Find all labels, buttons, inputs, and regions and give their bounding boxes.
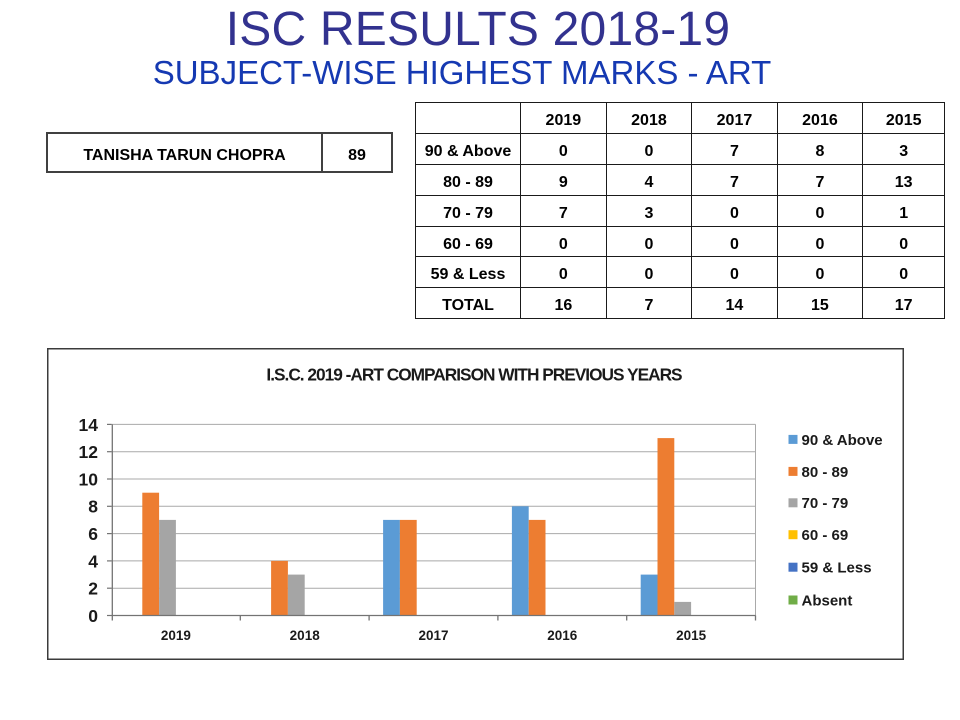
svg-text:12: 12: [79, 442, 99, 462]
svg-text:59 & Less: 59 & Less: [802, 560, 872, 577]
svg-text:2016: 2016: [547, 628, 578, 643]
svg-text:2015: 2015: [676, 628, 707, 643]
svg-text:60 - 69: 60 - 69: [802, 527, 849, 544]
svg-text:0: 0: [88, 606, 98, 626]
svg-text:14: 14: [79, 415, 99, 435]
svg-text:6: 6: [88, 524, 98, 544]
svg-text:10: 10: [79, 469, 99, 489]
svg-text:2017: 2017: [418, 628, 448, 643]
svg-text:Absent: Absent: [802, 592, 853, 609]
svg-text:I.S.C. 2019 -ART COMPARISON WI: I.S.C. 2019 -ART COMPARISON WITH PREVIOU…: [266, 365, 682, 385]
svg-text:2: 2: [88, 579, 98, 599]
svg-text:70 - 79: 70 - 79: [802, 495, 849, 512]
svg-text:2018: 2018: [290, 628, 321, 643]
svg-text:8: 8: [88, 497, 98, 517]
svg-text:90 & Above: 90 & Above: [802, 432, 883, 449]
svg-text:4: 4: [88, 551, 98, 571]
svg-text:80 - 89: 80 - 89: [802, 464, 849, 481]
svg-text:2019: 2019: [161, 628, 191, 643]
